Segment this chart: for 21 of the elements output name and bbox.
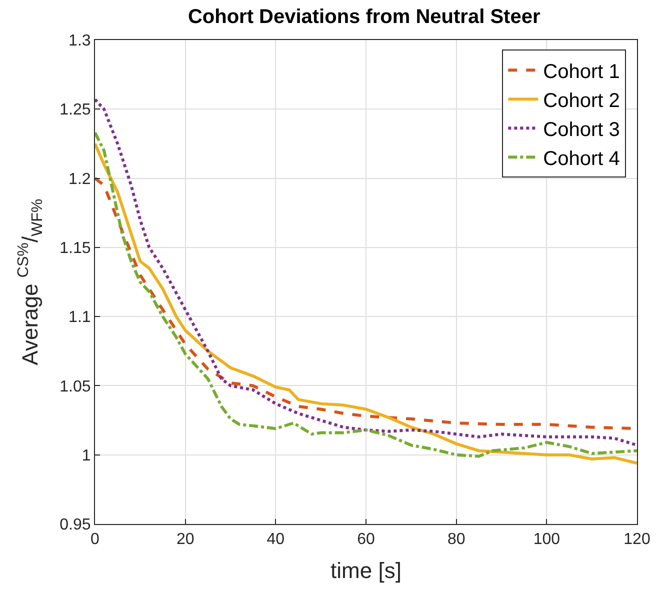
y-tick-label: 1.3 [68, 32, 91, 50]
chart-title: Cohort Deviations from Neutral Steer [188, 6, 540, 28]
y-tick-label: 1.1 [68, 309, 91, 326]
legend-label: Cohort 3 [543, 118, 620, 141]
x-tick-label: 120 [624, 531, 650, 548]
legend-label: Cohort 2 [543, 90, 620, 112]
legend-label: Cohort 1 [543, 60, 620, 83]
y-tick-label: 1 [82, 447, 91, 464]
x-tick-label: 40 [266, 531, 285, 548]
x-tick-label: 100 [533, 531, 560, 548]
legend-label: Cohort 4 [543, 148, 620, 170]
x-tick-label: 60 [357, 531, 375, 548]
y-tick-label: 0.95 [60, 516, 91, 534]
y-tick-label: 1.05 [60, 378, 91, 396]
y-tick-label: 1.15 [60, 240, 91, 258]
x-axis-title: time [s] [330, 558, 402, 584]
y-tick-label: 1.25 [60, 102, 91, 119]
x-tick-label: 20 [176, 531, 194, 548]
x-tick-label: 0 [90, 531, 100, 548]
y-tick-label: 1.2 [68, 170, 91, 188]
x-tick-label: 80 [447, 531, 466, 548]
